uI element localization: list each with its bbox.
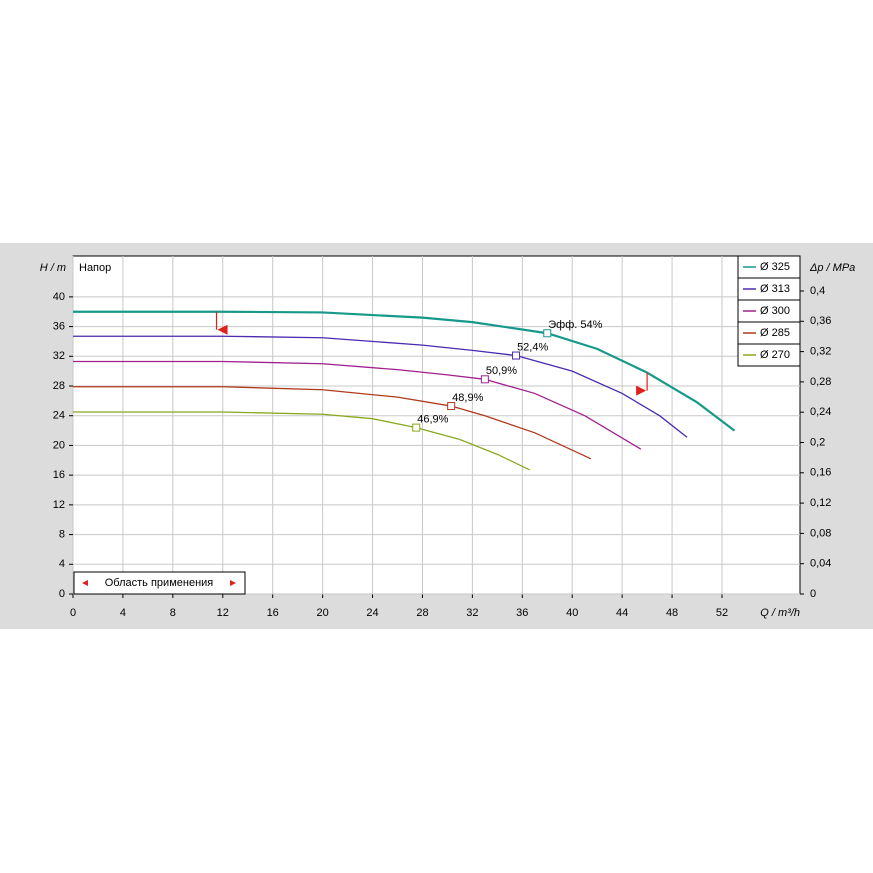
y2-tick-label: 0,28	[810, 376, 831, 388]
x-tick-label: 44	[616, 607, 628, 619]
chart-title: Напор	[79, 262, 111, 274]
curve	[73, 386, 592, 460]
y2-tick-label: 0,4	[810, 285, 825, 297]
y-tick-label: 28	[53, 380, 65, 392]
x-tick-label: 20	[316, 607, 328, 619]
range-arrow	[217, 324, 228, 335]
x-tick-label: 52	[716, 607, 728, 619]
range-box-arrow	[230, 580, 236, 586]
x-tick-label: 12	[217, 607, 229, 619]
x-tick-label: 28	[416, 607, 428, 619]
x-axis-label: Q / m³/h	[760, 607, 800, 619]
efficiency-point	[447, 402, 456, 411]
y-tick-label: 32	[53, 350, 65, 362]
efficiency-label: Эфф. 54%	[548, 319, 602, 331]
y-tick-label: 8	[59, 528, 65, 540]
x-tick-label: 4	[120, 607, 126, 619]
curve	[73, 360, 642, 450]
x-tick-label: 16	[267, 607, 279, 619]
x-tick-label: 8	[170, 607, 176, 619]
x-tick-label: 24	[366, 607, 378, 619]
y2-tick-label: 0,36	[810, 315, 831, 327]
y2-tick-label: 0,2	[810, 436, 825, 448]
curve	[73, 335, 688, 438]
x-tick-label: 40	[566, 607, 578, 619]
y2-tick-label: 0,04	[810, 558, 831, 570]
y-tick-label: 12	[53, 499, 65, 511]
y-tick-label: 0	[59, 588, 65, 600]
efficiency-point	[512, 351, 521, 360]
y-axis-label: H / m	[40, 262, 66, 274]
y2-tick-label: 0,08	[810, 527, 831, 539]
legend-box	[737, 343, 801, 367]
x-tick-label: 36	[516, 607, 528, 619]
efficiency-label: 52,4%	[517, 341, 548, 353]
efficiency-label: 50,9%	[486, 365, 517, 377]
x-tick-label: 32	[466, 607, 478, 619]
legend-label: Ø 285	[760, 327, 790, 339]
x-tick-label: 0	[70, 607, 76, 619]
y2-tick-label: 0,32	[810, 346, 831, 358]
y-tick-label: 20	[53, 439, 65, 451]
y-tick-label: 24	[53, 410, 65, 422]
range-box-arrow	[82, 580, 88, 586]
curve	[73, 310, 736, 432]
y2-axis-label: Δp / MPa	[809, 262, 855, 274]
x-tick-label: 48	[666, 607, 678, 619]
efficiency-point	[480, 375, 489, 384]
legend-label: Ø 300	[760, 305, 790, 317]
efficiency-label: 46,9%	[417, 414, 448, 426]
y2-tick-label: 0	[810, 588, 816, 600]
y2-tick-label: 0,12	[810, 497, 831, 509]
legend-label: Ø 313	[760, 283, 790, 295]
y-tick-label: 4	[59, 558, 65, 570]
legend-label: Ø 270	[760, 349, 790, 361]
y-tick-label: 40	[53, 291, 65, 303]
y2-tick-label: 0,24	[810, 406, 831, 418]
efficiency-label: 48,9%	[452, 392, 483, 404]
range-box	[73, 571, 246, 595]
range-label: Область применения	[105, 577, 214, 589]
y-tick-label: 36	[53, 320, 65, 332]
efficiency-point	[543, 329, 552, 338]
range-arrow	[636, 385, 647, 396]
y2-tick-label: 0,16	[810, 467, 831, 479]
curve	[73, 411, 531, 471]
efficiency-point	[412, 423, 421, 432]
legend-label: Ø 325	[760, 261, 790, 273]
y-tick-label: 16	[53, 469, 65, 481]
